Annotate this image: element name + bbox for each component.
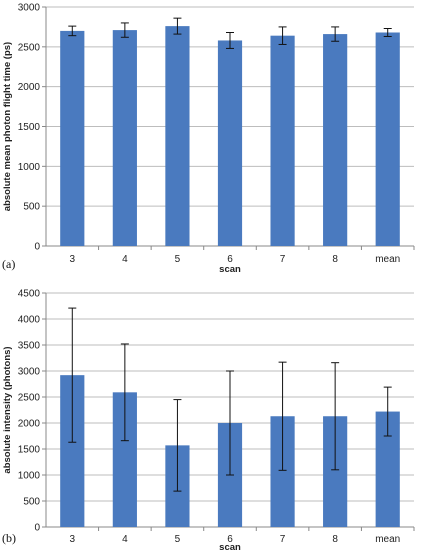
- chart-a-svg: 0 500 1000 1500 2000 2500 3000 3 4 5 6 7 8 mean scan ab…: [2, 3, 415, 275]
- y-tick-label: 3000: [18, 367, 41, 378]
- y-tick-label: 500: [23, 202, 40, 213]
- y-axis-title: absolute intensity (photons): [2, 346, 13, 473]
- chart-a: 0 500 1000 1500 2000 2500 3000 3 4 5 6 7 8 mean scan ab…: [0, 0, 423, 276]
- x-axis-title: scan: [219, 264, 241, 275]
- x-tick-label-4: 4: [122, 534, 128, 545]
- panel-label-b: (b): [2, 531, 16, 545]
- y-tick-label: 3500: [18, 341, 41, 352]
- chart-b-svg: 0 500 1000 1500 2000 2500 3000 3500 4000 4500 3 4 5 6…: [2, 289, 415, 553]
- y-tick-label: 2500: [18, 42, 41, 53]
- bar-mean: [375, 32, 400, 246]
- y-tick-label: 4500: [18, 289, 41, 300]
- x-tick-label-4: 4: [122, 254, 128, 265]
- x-axis-title: scan: [219, 542, 241, 553]
- y-tick-label: 2000: [18, 419, 41, 430]
- x-tick-label-8: 8: [332, 254, 338, 265]
- bar-7: [270, 35, 295, 247]
- y-tick-label: 3000: [18, 3, 41, 14]
- bar-5: [165, 26, 190, 247]
- y-tick-label: 2500: [18, 393, 41, 404]
- y-tick-label: 2000: [18, 82, 41, 93]
- y-tick-label: 1500: [18, 122, 41, 133]
- y-tick-label: 1000: [18, 162, 41, 173]
- y-tick-label: 0: [34, 242, 40, 253]
- x-tick-label-mean: mean: [375, 254, 400, 265]
- x-tick-label-5: 5: [175, 254, 181, 265]
- chart-b: 0 500 1000 1500 2000 2500 3000 3500 4000 4500 3 4 5 6…: [0, 276, 423, 553]
- y-tick-label: 1000: [18, 471, 41, 482]
- x-tick-label-6: 6: [227, 534, 233, 545]
- x-tick-label-7: 7: [280, 254, 286, 265]
- panel-label-a: (a): [2, 257, 15, 271]
- y-axis-title: absolute mean photon flight time (ps): [2, 42, 13, 211]
- y-tick-label: 500: [23, 497, 40, 508]
- x-tick-label-6: 6: [227, 254, 233, 265]
- y-tick-label: 4000: [18, 315, 41, 326]
- x-tick-label-7: 7: [280, 534, 286, 545]
- x-tick-label-5: 5: [175, 534, 181, 545]
- bar-3: [60, 30, 85, 247]
- bar-8: [323, 34, 348, 246]
- x-tick-label-mean: mean: [375, 534, 400, 545]
- x-tick-label-3: 3: [70, 254, 76, 265]
- x-tick-label-3: 3: [70, 534, 76, 545]
- y-tick-label: 1500: [18, 445, 41, 456]
- bar-6: [217, 40, 243, 247]
- x-tick-label-8: 8: [332, 534, 338, 545]
- bar-4: [112, 30, 137, 246]
- y-tick-label: 0: [34, 523, 40, 534]
